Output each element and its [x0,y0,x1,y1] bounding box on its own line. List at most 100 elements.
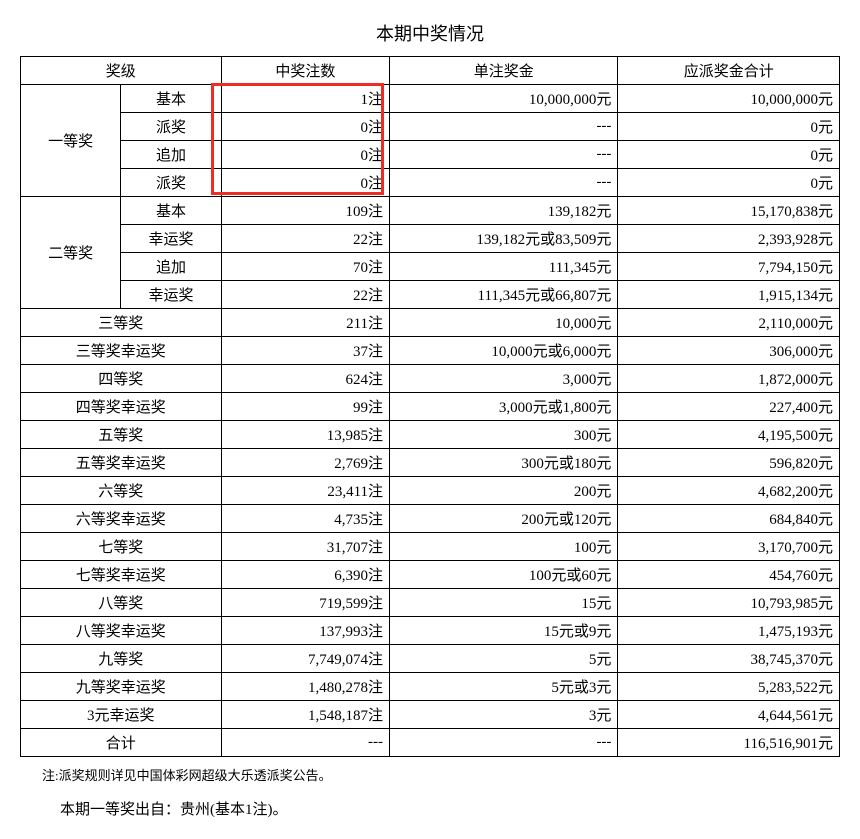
table-row: 八等奖幸运奖137,993注15元或9元1,475,193元 [21,617,840,645]
cell-total: 684,840元 [618,505,840,533]
table-row: 七等奖31,707注100元3,170,700元 [21,533,840,561]
cell-count: 0注 [221,113,389,141]
cell-unit: 100元或60元 [390,561,618,589]
table-row: 派奖 0注 --- 0元 [21,169,840,197]
cell-total: 7,794,150元 [618,253,840,281]
cell-sub: 幸运奖 [121,281,221,309]
cell-count: 1,548,187注 [221,701,389,729]
cell-unit: --- [390,141,618,169]
cell-unit: 200元或120元 [390,505,618,533]
cell-unit: 10,000元 [390,309,618,337]
cell-count: 624注 [221,365,389,393]
table-row: 六等奖23,411注200元4,682,200元 [21,477,840,505]
cell-count: 22注 [221,281,389,309]
table-row: 三等奖幸运奖37注10,000元或6,000元306,000元 [21,337,840,365]
cell-sub: 追加 [121,141,221,169]
cell-unit: 15元 [390,589,618,617]
table-row: 四等奖幸运奖99注3,000元或1,800元227,400元 [21,393,840,421]
table-row: 九等奖幸运奖1,480,278注5元或3元5,283,522元 [21,673,840,701]
cell-unit: 139,182元 [390,197,618,225]
cell-unit: --- [390,169,618,197]
cell-unit: --- [390,729,618,757]
cell-sub: 幸运奖 [121,225,221,253]
cell-level: 五等奖 [21,421,222,449]
cell-count: 31,707注 [221,533,389,561]
cell-unit: 15元或9元 [390,617,618,645]
cell-level: 五等奖幸运奖 [21,449,222,477]
cell-total: 15,170,838元 [618,197,840,225]
cell-count: 109注 [221,197,389,225]
cell-level: 七等奖 [21,533,222,561]
table-row: 五等奖幸运奖2,769注300元或180元596,820元 [21,449,840,477]
cell-unit: --- [390,113,618,141]
cell-level: 八等奖 [21,589,222,617]
cell-level: 九等奖 [21,645,222,673]
cell-level: 四等奖幸运奖 [21,393,222,421]
hdr-total: 应派奖金合计 [618,57,840,85]
cell-unit: 5元或3元 [390,673,618,701]
cell-total: 116,516,901元 [618,729,840,757]
cell-unit: 5元 [390,645,618,673]
table-row: 3元幸运奖1,548,187注3元4,644,561元 [21,701,840,729]
cell-count: 7,749,074注 [221,645,389,673]
table-row: 一等奖 基本 1注 10,000,000元 10,000,000元 [21,85,840,113]
cell-count: 0注 [221,141,389,169]
cell-unit: 200元 [390,477,618,505]
cell-sub: 追加 [121,253,221,281]
table-row: 四等奖624注3,000元1,872,000元 [21,365,840,393]
cell-level: 八等奖幸运奖 [21,617,222,645]
cell-unit: 3,000元 [390,365,618,393]
cell-total: 4,644,561元 [618,701,840,729]
table-row: 幸运奖 22注 111,345元或66,807元 1,915,134元 [21,281,840,309]
table-row: 六等奖幸运奖4,735注200元或120元684,840元 [21,505,840,533]
cell-total: 2,110,000元 [618,309,840,337]
table-row: 八等奖719,599注15元10,793,985元 [21,589,840,617]
cell-total: 0元 [618,169,840,197]
cell-unit: 3,000元或1,800元 [390,393,618,421]
cell-count: 99注 [221,393,389,421]
page-title: 本期中奖情况 [20,20,840,46]
table-row: 七等奖幸运奖6,390注100元或60元454,760元 [21,561,840,589]
cell-total: 596,820元 [618,449,840,477]
cell-unit: 10,000,000元 [390,85,618,113]
cell-unit: 300元或180元 [390,449,618,477]
cell-level: 六等奖幸运奖 [21,505,222,533]
cell-count: 70注 [221,253,389,281]
cell-count: 1,480,278注 [221,673,389,701]
hdr-level: 奖级 [21,57,222,85]
cell-level: 六等奖 [21,477,222,505]
cell-count: 4,735注 [221,505,389,533]
group1-name: 一等奖 [21,85,121,197]
cell-level: 四等奖 [21,365,222,393]
prize-origin: 本期一等奖出自：贵州(基本1注)。 [60,798,840,819]
cell-sub: 基本 [121,85,221,113]
hdr-unit: 单注奖金 [390,57,618,85]
table-row: 幸运奖 22注 139,182元或83,509元 2,393,928元 [21,225,840,253]
cell-total: 10,793,985元 [618,589,840,617]
cell-count: 0注 [221,169,389,197]
cell-total: 5,283,522元 [618,673,840,701]
cell-unit: 10,000元或6,000元 [390,337,618,365]
cell-total: 10,000,000元 [618,85,840,113]
table-row: 派奖 0注 --- 0元 [21,113,840,141]
cell-total: 227,400元 [618,393,840,421]
cell-level: 合计 [21,729,222,757]
prize-table: 奖级 中奖注数 单注奖金 应派奖金合计 一等奖 基本 1注 10,000,000… [20,56,840,757]
cell-level: 九等奖幸运奖 [21,673,222,701]
cell-unit: 300元 [390,421,618,449]
table-row: 合计------116,516,901元 [21,729,840,757]
footnote: 注:派奖规则详见中国体彩网超级大乐透派奖公告。 [42,765,840,784]
table-row: 九等奖7,749,074注5元38,745,370元 [21,645,840,673]
cell-total: 3,170,700元 [618,533,840,561]
cell-count: 137,993注 [221,617,389,645]
cell-total: 4,682,200元 [618,477,840,505]
cell-unit: 111,345元 [390,253,618,281]
table-row: 三等奖211注10,000元2,110,000元 [21,309,840,337]
cell-count: 22注 [221,225,389,253]
hdr-count: 中奖注数 [221,57,389,85]
cell-level: 3元幸运奖 [21,701,222,729]
table-wrapper: 奖级 中奖注数 单注奖金 应派奖金合计 一等奖 基本 1注 10,000,000… [20,56,840,757]
cell-count: 6,390注 [221,561,389,589]
cell-count: 719,599注 [221,589,389,617]
table-row: 追加 70注 111,345元 7,794,150元 [21,253,840,281]
